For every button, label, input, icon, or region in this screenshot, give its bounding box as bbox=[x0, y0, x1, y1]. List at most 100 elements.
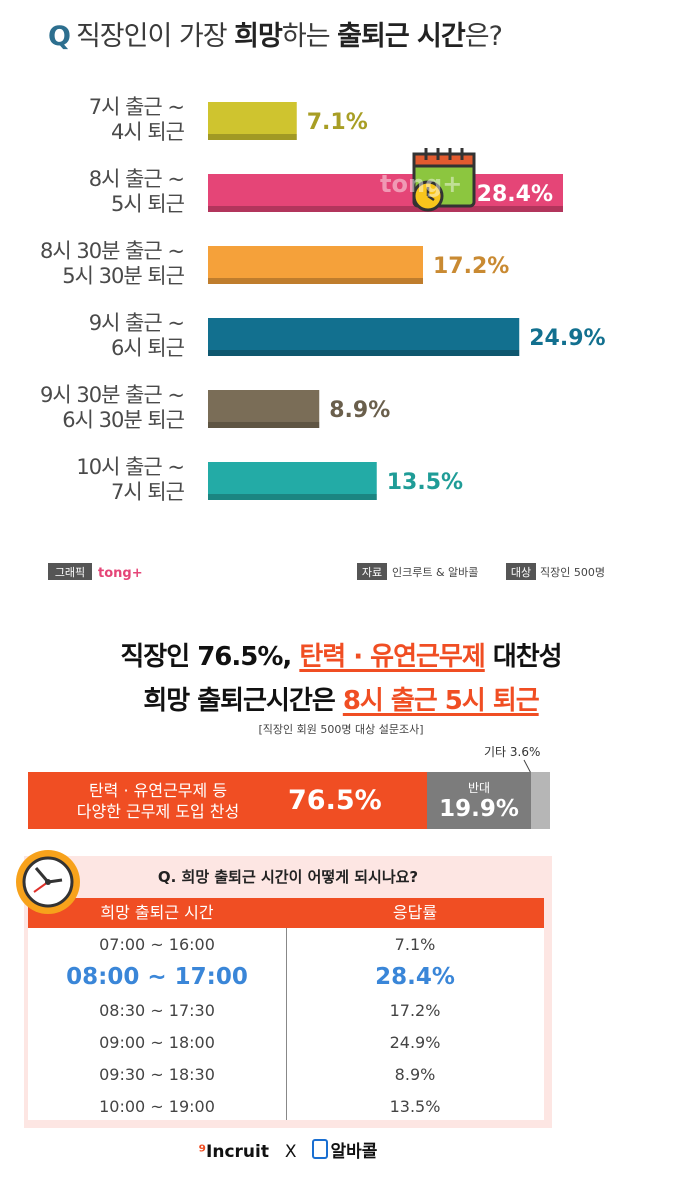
partner-logos: ⁹Incruit X 알바콜 bbox=[0, 1137, 576, 1162]
value-label: 8.9% bbox=[329, 398, 390, 423]
row-time: 08:30 ~ 17:30 bbox=[99, 1000, 215, 1020]
source-text: 인크루트 & 알바콜 bbox=[392, 565, 478, 579]
row-rate: 28.4% bbox=[375, 964, 455, 990]
bar-edge bbox=[208, 350, 520, 356]
tong-watermark: tong+ bbox=[380, 170, 462, 198]
question-text-mid: 하는 bbox=[281, 21, 331, 52]
row-rate: 7.1% bbox=[394, 934, 436, 954]
category-label: 5시 30분 퇴근 bbox=[62, 264, 184, 288]
headline-1-pre: 직장인 76.5%, bbox=[120, 642, 292, 672]
bar-edge bbox=[208, 494, 377, 500]
agree-label-line-2: 다양한 근무제 도입 찬성 bbox=[76, 801, 240, 821]
incruit-logo: Incruit bbox=[206, 1142, 269, 1162]
response-table: 희망 출퇴근 시간 응답률 07:00 ~ 16:00 7.1% 08:00 ~ … bbox=[28, 898, 544, 1120]
graphic-brand: tong+ bbox=[98, 566, 143, 581]
category-label: 6시 30분 퇴근 bbox=[62, 408, 184, 432]
table-body: 07:00 ~ 16:00 7.1% 08:00 ~ 17:00 28.4% 08:… bbox=[28, 928, 544, 1122]
chart-question-title: Q 직장인이 가장 희망하는 출퇴근 시간은? bbox=[48, 14, 503, 53]
row-rate: 8.9% bbox=[394, 1064, 436, 1084]
logo-separator: X bbox=[284, 1142, 297, 1162]
oppose-value: 19.9% bbox=[439, 796, 519, 822]
bar-edge bbox=[208, 278, 423, 284]
bar-edge bbox=[208, 206, 563, 212]
headline-1-post: 대찬성 bbox=[492, 642, 563, 672]
row-time: 09:30 ~ 18:30 bbox=[99, 1064, 215, 1084]
bar-edge bbox=[208, 134, 297, 140]
agree-label-line-1: 탄력 · 유연근무제 등 bbox=[88, 780, 228, 800]
headline-2-highlight: 8시 출근 5시 퇴근 bbox=[342, 686, 540, 716]
row-time: 07:00 ~ 16:00 bbox=[99, 934, 215, 954]
table-header: 희망 출퇴근 시간 응답률 bbox=[28, 898, 544, 928]
headline-line-1: 직장인 76.5%, 탄력 · 유연근무제 대찬성 bbox=[0, 636, 682, 673]
agree-label: 탄력 · 유연근무제 등 다양한 근무제 도입 찬성 bbox=[28, 780, 288, 822]
bar-shadow bbox=[208, 278, 423, 284]
row-rate: 13.5% bbox=[389, 1096, 441, 1116]
bar-shadow bbox=[208, 134, 297, 140]
approval-segment-other bbox=[531, 772, 550, 829]
question-text-after: 은? bbox=[464, 21, 503, 52]
table-row: 08:30 ~ 17:30 17.2% bbox=[28, 994, 544, 1026]
question-text-bold-1: 희망 bbox=[234, 21, 283, 52]
bar bbox=[208, 102, 297, 134]
oppose-label: 반대 bbox=[467, 781, 491, 795]
header-rate: 응답률 bbox=[392, 903, 438, 922]
table-row-highlight: 08:00 ~ 17:00 28.4% bbox=[28, 960, 544, 994]
table-row: 10:00 ~ 19:00 13.5% bbox=[28, 1090, 544, 1122]
category-label: 7시 출근 ~ bbox=[89, 95, 184, 119]
category-label: 8시 30분 출근 ~ bbox=[40, 239, 184, 263]
value-label: 28.4% bbox=[477, 182, 553, 207]
question-mark: Q bbox=[48, 21, 71, 52]
table-question: Q. 희망 출퇴근 시간이 어떻게 되시나요? bbox=[157, 868, 419, 886]
graphic-tag: 그래픽 bbox=[55, 566, 85, 579]
bar-group: 9시 출근 ~6시 퇴근 24.9% bbox=[89, 311, 606, 360]
bar-shadow bbox=[208, 494, 377, 500]
row-rate: 24.9% bbox=[389, 1032, 441, 1052]
albacall-logo-icon bbox=[312, 1139, 329, 1159]
row-rate: 17.2% bbox=[389, 1000, 441, 1020]
value-label: 7.1% bbox=[307, 110, 368, 135]
headline-2-pre: 희망 출퇴근시간은 bbox=[143, 686, 335, 716]
bar-group: 8시 출근 ~5시 퇴근 28.4% bbox=[89, 167, 563, 216]
category-label: 9시 30분 출근 ~ bbox=[40, 383, 184, 407]
bar bbox=[208, 174, 563, 206]
category-label: 4시 퇴근 bbox=[111, 120, 185, 144]
other-label: 기타 3.6% bbox=[484, 745, 541, 759]
approval-stacked-bar: 탄력 · 유연근무제 등 다양한 근무제 도입 찬성 76.5% 반대 19.9… bbox=[28, 772, 550, 829]
bar-group: 8시 30분 출근 ~5시 30분 퇴근 17.2% bbox=[40, 239, 509, 288]
approval-segment-oppose: 반대 19.9% bbox=[427, 772, 531, 829]
bar-edge bbox=[208, 422, 320, 428]
approval-segment-agree: 탄력 · 유연근무제 등 다양한 근무제 도입 찬성 76.5% bbox=[28, 772, 427, 829]
table-row: 09:00 ~ 18:00 24.9% bbox=[28, 1026, 544, 1058]
bar-shadow bbox=[208, 206, 563, 212]
table-row: 09:30 ~ 18:30 8.9% bbox=[28, 1058, 544, 1090]
source-tag: 자료 bbox=[362, 566, 382, 579]
column-divider bbox=[286, 928, 287, 1120]
incruit-logo-mark: ⁹ bbox=[198, 1142, 207, 1162]
headline-1-highlight: 탄력 · 유연근무제 bbox=[299, 642, 485, 672]
header-time: 희망 출퇴근 시간 bbox=[100, 903, 214, 922]
target-tag: 대상 bbox=[511, 566, 531, 579]
credits-row: 그래픽 tong+ 자료 인크루트 & 알바콜 대상 직장인 500명 bbox=[48, 563, 605, 581]
category-label: 6시 퇴근 bbox=[111, 336, 185, 360]
value-label: 13.5% bbox=[387, 470, 463, 495]
row-time: 10:00 ~ 19:00 bbox=[99, 1096, 215, 1116]
albacall-logo: 알바콜 bbox=[330, 1142, 378, 1162]
bar-group: 9시 30분 출근 ~6시 30분 퇴근 8.9% bbox=[40, 383, 390, 432]
commute-time-bar-chart: 7시 출근 ~4시 퇴근 7.1% 8시 출근 ~5시 퇴근 28.4% 8시 30분 … bbox=[40, 95, 606, 581]
target-text: 직장인 500명 bbox=[540, 566, 605, 579]
row-time: 08:00 ~ 17:00 bbox=[66, 964, 248, 990]
bar bbox=[208, 246, 423, 278]
table-row: 07:00 ~ 16:00 7.1% bbox=[28, 928, 544, 960]
calendar-clock-icon bbox=[412, 148, 476, 212]
bar bbox=[208, 318, 520, 350]
bar-shadow bbox=[208, 422, 320, 428]
category-label: 8시 출근 ~ bbox=[89, 167, 184, 191]
category-label: 10시 출근 ~ bbox=[76, 455, 184, 479]
value-label: 24.9% bbox=[529, 326, 605, 351]
question-text-before: 직장인이 가장 bbox=[75, 21, 228, 52]
value-label: 17.2% bbox=[433, 254, 509, 279]
headline-line-2: 희망 출퇴근시간은 8시 출근 5시 퇴근 bbox=[0, 680, 682, 717]
bar-group: 7시 출근 ~4시 퇴근 7.1% bbox=[89, 95, 368, 144]
bars-layer: 7시 출근 ~4시 퇴근 7.1% 8시 출근 ~5시 퇴근 28.4% 8시 30분 … bbox=[40, 95, 606, 504]
bar-shadow bbox=[208, 350, 520, 356]
